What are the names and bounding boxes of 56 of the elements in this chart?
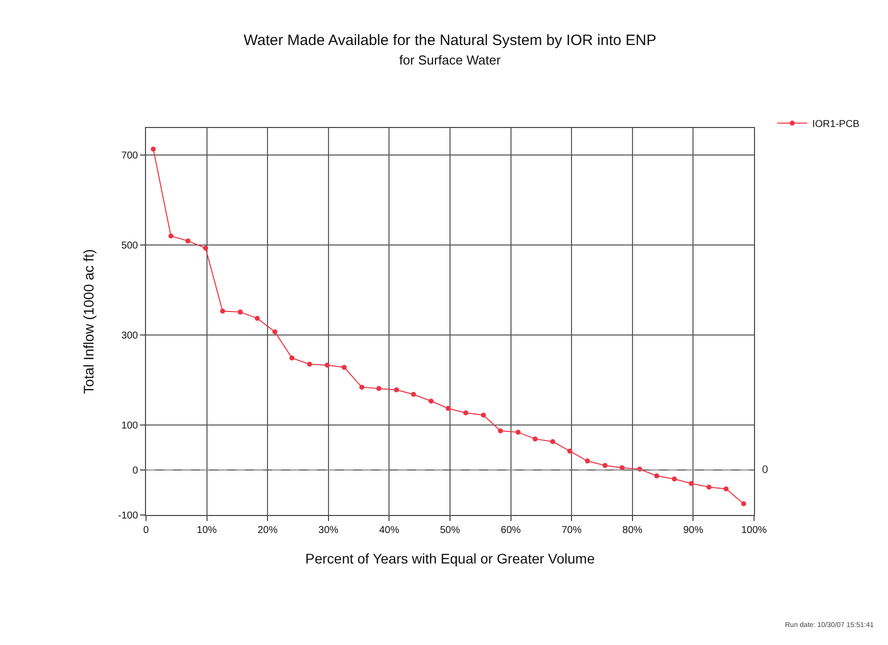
- chart-title: Water Made Available for the Natural System by IOR into ENP: [244, 32, 656, 50]
- point: [463, 410, 468, 416]
- point: [376, 386, 382, 392]
- point: [272, 329, 278, 334]
- point: [238, 310, 243, 315]
- y-tick-label: 500: [121, 240, 138, 252]
- point: [654, 473, 660, 478]
- point: [446, 406, 451, 411]
- point: [724, 486, 729, 492]
- chart-subtitle: for Surface Water: [399, 52, 502, 68]
- point: [220, 308, 226, 314]
- y-tick-label: -100: [118, 510, 138, 522]
- x-tick-label: 40%: [379, 525, 400, 536]
- point: [150, 146, 156, 152]
- point: [185, 238, 190, 244]
- point: [688, 481, 694, 486]
- point: [394, 387, 399, 392]
- y-axis-title: Total Inflow (1000 ac ft): [80, 249, 97, 394]
- point: [168, 234, 174, 238]
- y-tick-label: 0: [132, 466, 138, 476]
- point: [550, 439, 556, 444]
- x-tick-label: 90%: [683, 525, 704, 536]
- point: [359, 384, 364, 390]
- point: [498, 428, 503, 434]
- y-tick-label: 700: [121, 150, 138, 162]
- x-tick-label: 50%: [440, 525, 460, 536]
- point: [203, 246, 208, 251]
- point: [741, 501, 746, 506]
- y-tick-label: 100: [121, 420, 138, 432]
- x-tick-label: 30%: [318, 525, 339, 536]
- x-tick-label: 60%: [500, 525, 521, 536]
- point: [602, 463, 608, 468]
- point: [672, 476, 677, 482]
- point: [428, 398, 434, 404]
- point: [516, 430, 521, 435]
- x-tick-label: 70%: [562, 525, 582, 536]
- point: [307, 362, 312, 367]
- x-tick-label: 100%: [741, 525, 767, 536]
- point: [411, 392, 416, 397]
- ref-line-label: 0: [762, 464, 768, 476]
- point: [584, 458, 590, 464]
- point: [254, 316, 260, 321]
- x-tick-label: 20%: [258, 525, 278, 536]
- point: [342, 364, 347, 370]
- point: [567, 448, 572, 454]
- x-tick-label: 0: [143, 525, 150, 536]
- point: [480, 412, 486, 418]
- point: [324, 362, 330, 368]
- x-tick-label: 80%: [622, 525, 643, 536]
- legend-label: IOR1-PCB: [812, 119, 860, 130]
- point: [706, 484, 712, 490]
- point: [289, 355, 294, 360]
- x-axis-title: Percent of Years with Equal or Greater Volume: [305, 550, 595, 566]
- x-tick-label: 10%: [196, 525, 217, 536]
- point: [532, 436, 538, 442]
- y-tick-label: 300: [121, 330, 138, 342]
